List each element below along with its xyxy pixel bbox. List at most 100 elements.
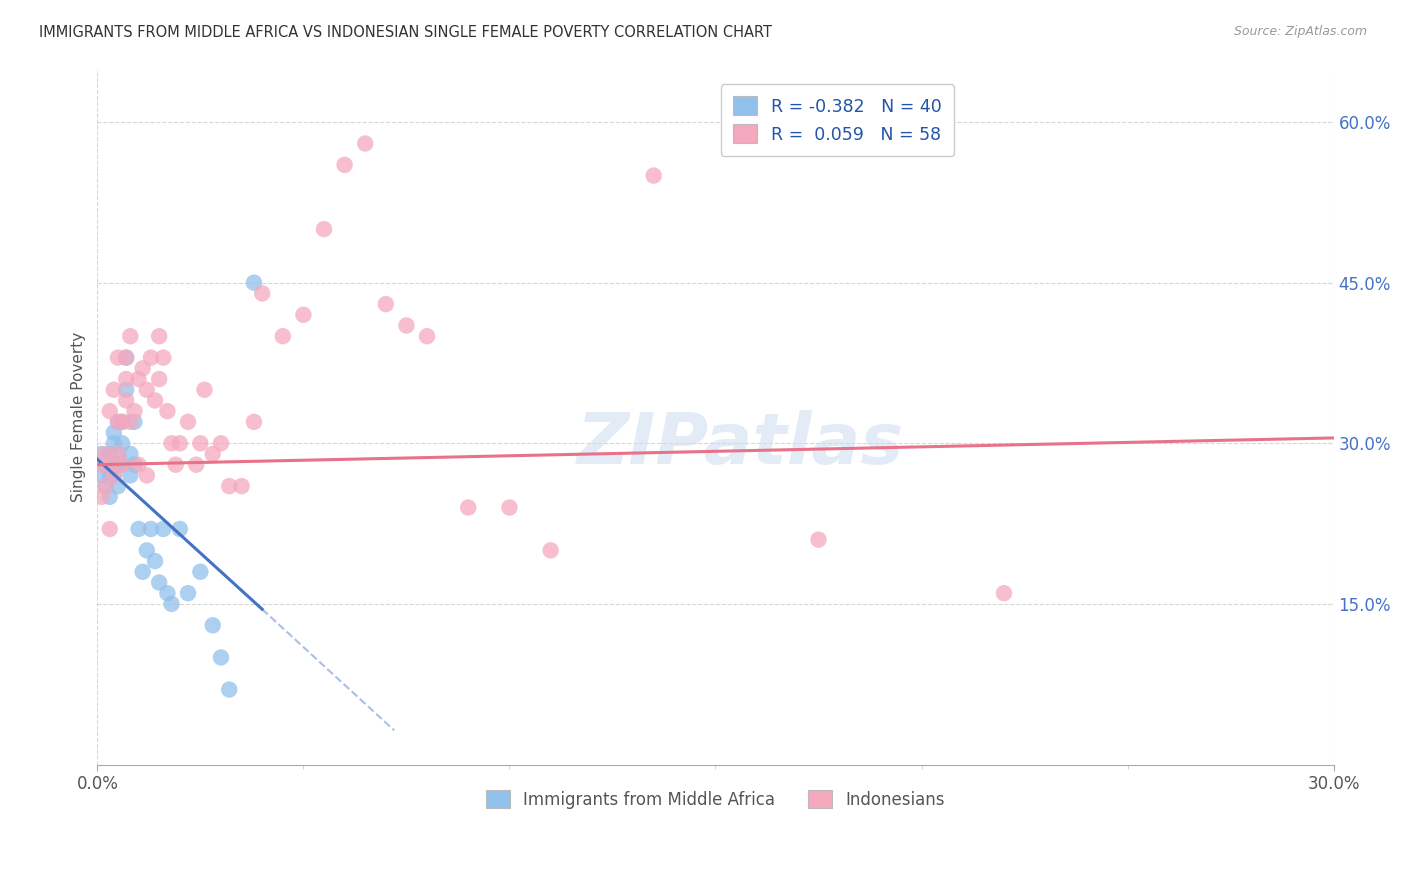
Point (416, 329, 439, 343)
Point (128, 458, 150, 472)
Point (139, 522, 162, 536)
Text: ZIPatlas: ZIPatlas (576, 409, 904, 479)
Point (111, 458, 134, 472)
Point (103, 425, 125, 440)
Point (807, 533, 830, 547)
Text: Source: ZipAtlas.com: Source: ZipAtlas.com (1233, 25, 1367, 38)
Point (90, 458, 112, 472)
Point (177, 586, 200, 600)
Point (107, 415, 129, 429)
Point (135, 468, 157, 483)
Point (135, 383, 157, 397)
Point (292, 308, 315, 322)
Y-axis label: Single Female Poverty: Single Female Poverty (72, 332, 86, 501)
Point (209, 436, 232, 450)
Point (190, 436, 212, 450)
Point (115, 351, 138, 365)
Point (124, 404, 146, 418)
Point (98, 404, 121, 418)
Point (107, 447, 129, 461)
Point (111, 436, 134, 450)
Point (374, 297, 396, 311)
Point (993, 586, 1015, 600)
Point (148, 329, 170, 343)
Point (169, 522, 191, 536)
Point (94, 447, 117, 461)
Point (186, 458, 208, 472)
Point (143, 554, 166, 568)
Point (120, 415, 142, 429)
Point (98, 522, 121, 536)
Point (312, 222, 335, 236)
Point (111, 415, 134, 429)
Point (115, 393, 138, 408)
Point (120, 329, 142, 343)
Point (148, 372, 170, 386)
Point (333, 158, 356, 172)
Text: IMMIGRANTS FROM MIDDLE AFRICA VS INDONESIAN SINGLE FEMALE POVERTY CORRELATION CH: IMMIGRANTS FROM MIDDLE AFRICA VS INDONES… (39, 25, 772, 40)
Point (135, 543, 157, 558)
Point (94, 479, 117, 493)
Point (209, 650, 232, 665)
Point (201, 618, 224, 632)
Point (148, 575, 170, 590)
Point (98, 468, 121, 483)
Legend: Immigrants from Middle Africa, Indonesians: Immigrants from Middle Africa, Indonesia… (479, 783, 952, 815)
Point (139, 351, 162, 365)
Point (160, 436, 183, 450)
Point (103, 383, 125, 397)
Point (115, 351, 138, 365)
Point (131, 565, 153, 579)
Point (218, 479, 240, 493)
Point (131, 361, 153, 376)
Point (98, 490, 121, 504)
Point (243, 415, 266, 429)
Point (107, 351, 129, 365)
Point (643, 169, 665, 183)
Point (156, 404, 179, 418)
Point (107, 458, 129, 472)
Point (395, 318, 418, 333)
Point (177, 415, 200, 429)
Point (498, 500, 520, 515)
Point (107, 479, 129, 493)
Point (111, 415, 134, 429)
Point (231, 479, 253, 493)
Point (103, 468, 125, 483)
Point (457, 500, 479, 515)
Point (98, 447, 121, 461)
Point (90, 447, 112, 461)
Point (128, 522, 150, 536)
Point (218, 682, 240, 697)
Point (201, 447, 224, 461)
Point (115, 383, 138, 397)
Point (193, 383, 215, 397)
Point (94, 479, 117, 493)
Point (120, 447, 142, 461)
Point (90, 490, 112, 504)
Point (124, 415, 146, 429)
Point (120, 468, 142, 483)
Point (165, 458, 187, 472)
Point (243, 276, 266, 290)
Point (103, 468, 125, 483)
Point (152, 522, 174, 536)
Point (190, 565, 212, 579)
Point (103, 458, 125, 472)
Point (143, 393, 166, 408)
Point (540, 543, 562, 558)
Point (107, 447, 129, 461)
Point (115, 372, 138, 386)
Point (111, 458, 134, 472)
Point (98, 458, 121, 472)
Point (152, 351, 174, 365)
Point (90, 468, 112, 483)
Point (103, 436, 125, 450)
Point (156, 586, 179, 600)
Point (169, 436, 191, 450)
Point (160, 597, 183, 611)
Point (107, 415, 129, 429)
Point (250, 286, 273, 301)
Point (124, 458, 146, 472)
Point (128, 372, 150, 386)
